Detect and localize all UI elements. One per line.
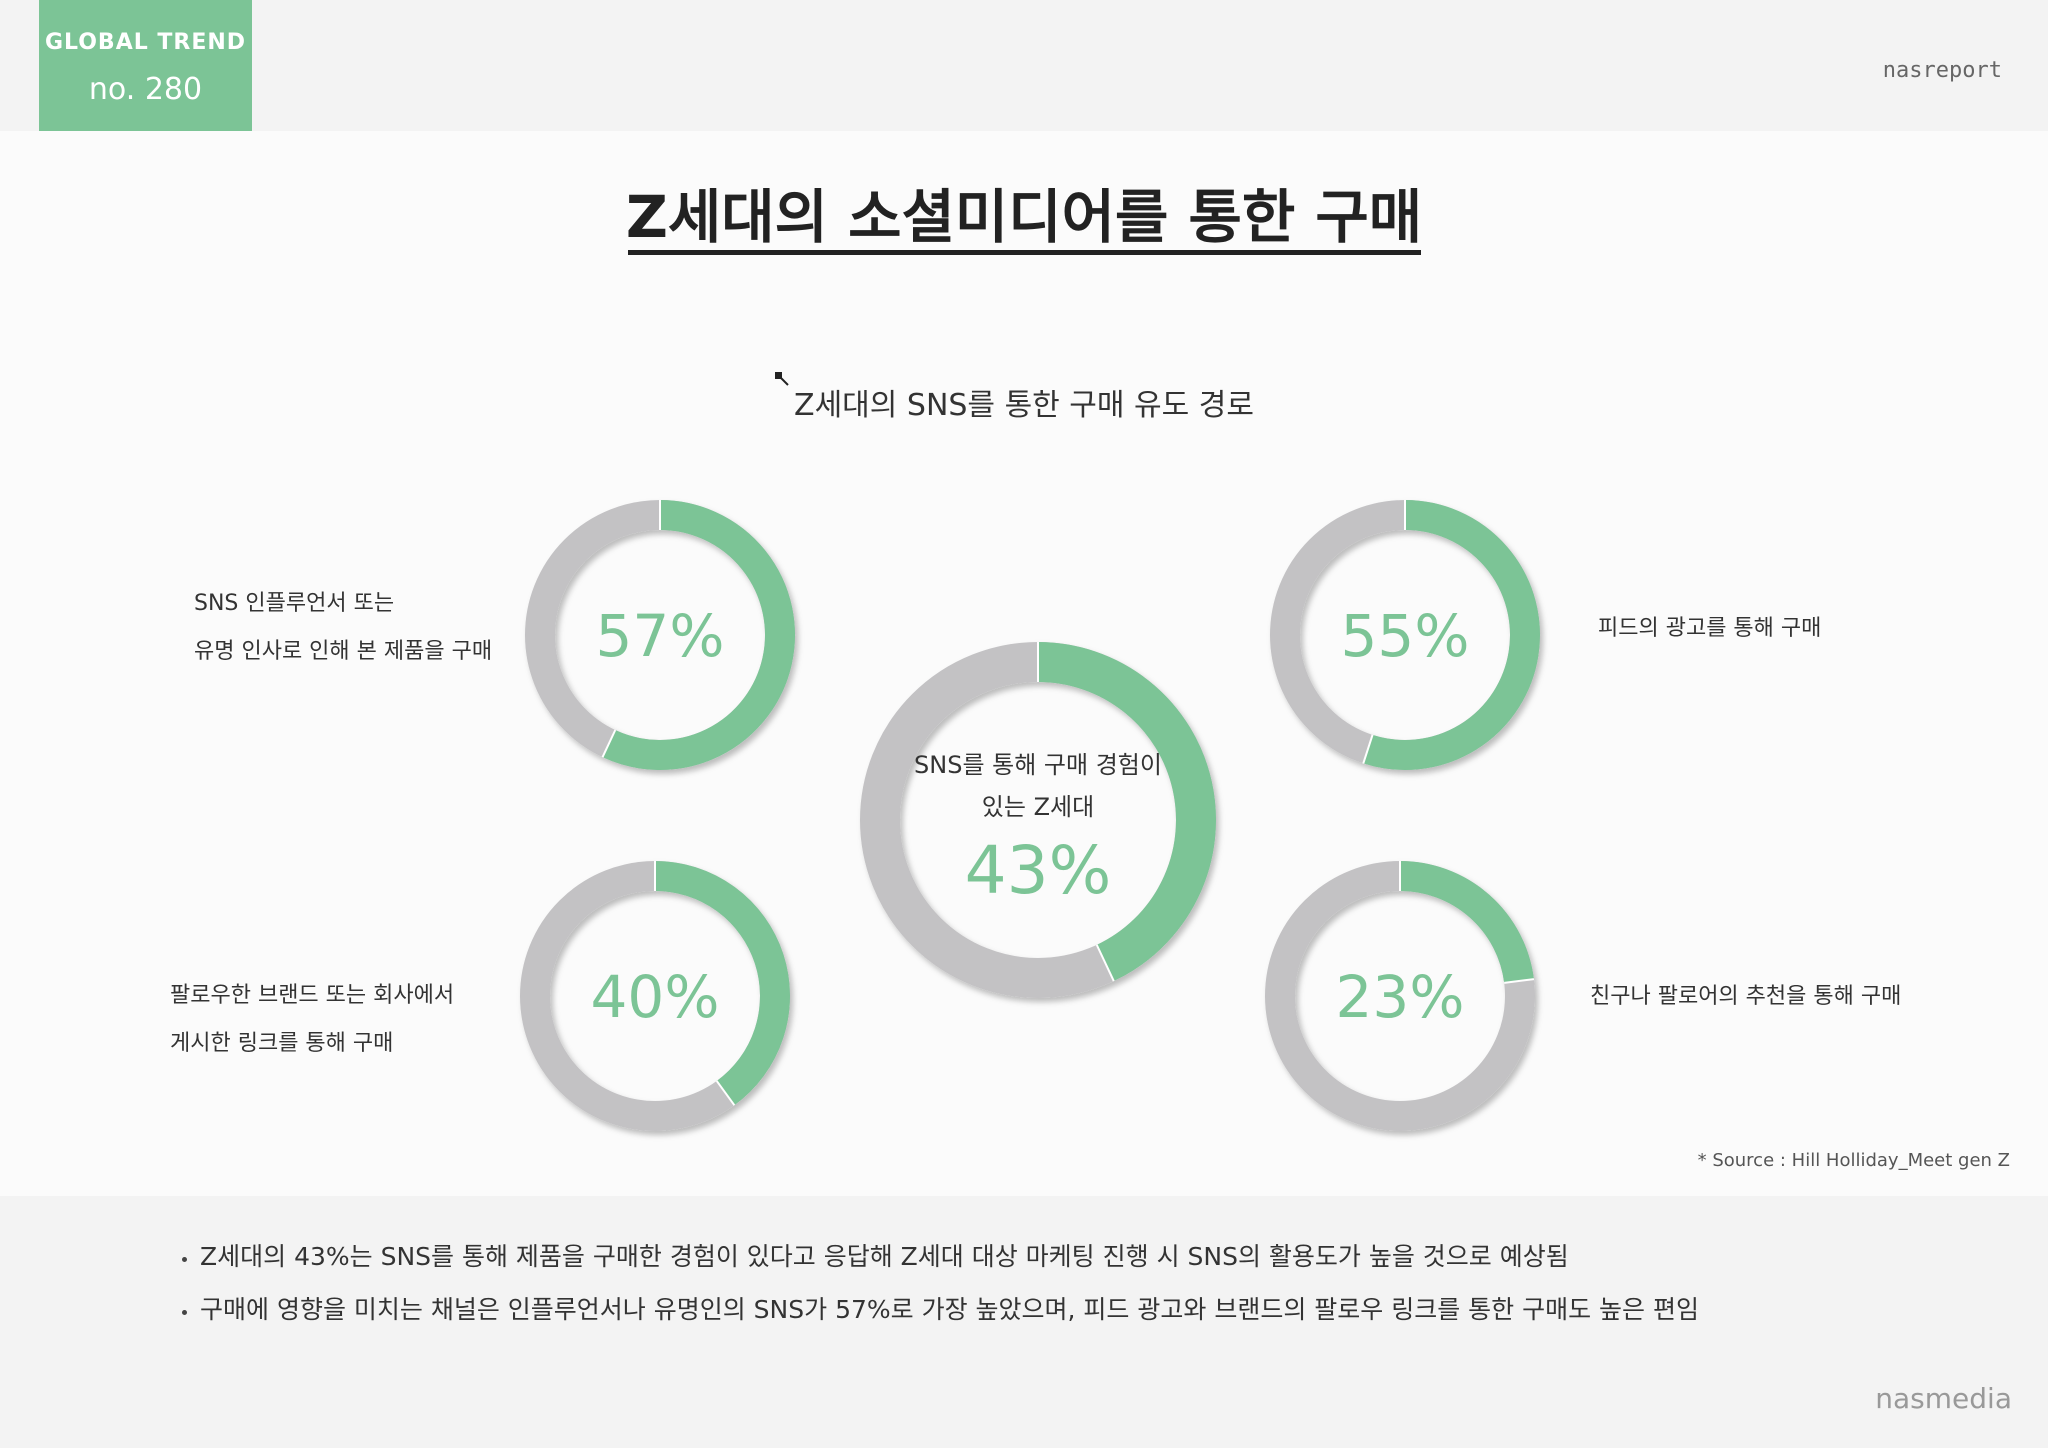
donut-1 [525,500,795,770]
title-underline [628,250,1421,255]
series-label-line: 친구나 팔로어의 추천을 통해 구매 [1590,984,1902,1009]
source-note: * Source : Hill Holliday_Meet gen Z [1697,1150,2010,1171]
series-label-feed-ad: 피드의 광고를 통해 구매 [1598,605,1821,653]
center-label-line: 있는 Z세대 [982,793,1094,821]
arc-separator [1362,734,1374,764]
arc-separator [1095,944,1115,982]
donut-value-arc [1037,642,1216,982]
summary-bullet: Z세대의 43%는 SNS를 통해 제품을 구매한 경험이 있다고 응답해 Z세… [178,1230,1699,1283]
series-label-brand-link: 팔로우한 브랜드 또는 회사에서 게시한 링크를 통해 구매 [170,972,454,1068]
donut-value-arc [654,861,790,1106]
donut-4 [1265,861,1535,1131]
summary-band [0,1196,2048,1448]
donut-2 [1270,500,1540,770]
donut-value-label: 23% [1336,963,1465,1031]
donut-3 [520,861,790,1131]
donut-value-label: 57% [596,602,725,670]
series-label-friend-recommendation: 친구나 팔로어의 추천을 통해 구매 [1590,973,1901,1021]
donut-value-arc [1399,861,1534,984]
series-label-line: 게시한 링크를 통해 구매 [170,1031,394,1056]
donut-center [860,642,1216,998]
summary-bullets: Z세대의 43%는 SNS를 통해 제품을 구매한 경험이 있다고 응답해 Z세… [178,1230,1699,1336]
donut-value-arc [602,500,795,770]
arc-separator [1504,978,1535,984]
global-trend-badge: GLOBAL TREND no. 280 [39,0,252,131]
chart-subtitle: Z세대의 SNS를 통한 구매 유도 경로 [794,388,1254,423]
series-label-influencer: SNS 인플루언서 또는 유명 인사로 인해 본 제품을 구매 [194,580,492,676]
center-label-line: SNS를 통해 구매 경험이 [914,751,1162,779]
badge-series-label: GLOBAL TREND [44,30,247,55]
arc-separator [601,729,617,758]
summary-bullet: 구매에 영향을 미치는 채널은 인플루언서나 유명인의 SNS가 57%로 가장… [178,1283,1699,1336]
badge-issue-number: no. 280 [88,72,203,107]
series-label-line: SNS 인플루언서 또는 [194,591,395,616]
series-label-line: 유명 인사로 인해 본 제품을 구매 [194,639,493,664]
arc-separator [715,1080,736,1106]
corner-marker-icon [775,372,789,386]
donut-value-label: 55% [1341,602,1470,670]
page-title: Z세대의 소셜미디어를 통한 구매 [625,183,1423,251]
donut-value-label: 43% [965,832,1112,909]
series-label-line: 피드의 광고를 통해 구매 [1598,616,1822,641]
donut-value-arc [1363,500,1540,770]
header-band [0,0,2048,131]
footer-brand: nasmedia [1875,1382,2012,1415]
series-label-line: 팔로우한 브랜드 또는 회사에서 [170,983,455,1008]
donut-value-label: 40% [591,963,720,1031]
header-brand: nasreport [1882,58,2002,83]
